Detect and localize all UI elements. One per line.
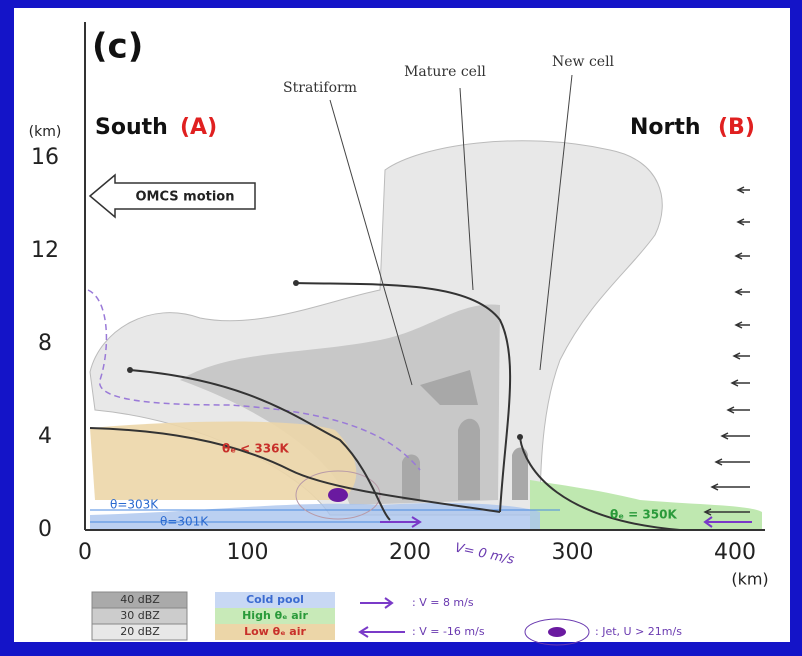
low-theta-air [90,422,356,501]
y-tick-label: 4 [38,424,52,449]
legend-label: 40 dBZ [120,593,160,606]
region-tag: (A) [180,115,217,140]
annotation: θₑ = 350K [610,508,677,522]
panel-label: (c) [92,27,143,67]
legend-label: : Jet, U > 21m/s [595,625,682,638]
x-unit: (km) [731,570,768,589]
legend-label: Low θₑ air [244,625,306,638]
y-tick-label: 16 [31,145,59,170]
y-tick-label: 8 [38,331,52,356]
legend-label: Cold pool [246,593,304,606]
jet-core [328,488,348,502]
callout: Stratiform [283,80,357,96]
legend-label: : V = 8 m/s [412,596,474,609]
x-tick-label: 400 [714,540,756,565]
y-tick-label: 12 [31,238,59,263]
annotation: θ=301K [160,515,209,529]
x-tick-label: 0 [78,540,92,565]
x-tick-label: 100 [227,540,269,565]
legend-label: 20 dBZ [120,625,160,638]
annotation: θₑ < 336K [222,442,289,456]
region-label: North [630,115,701,140]
callout: New cell [552,54,615,70]
y-unit: (km) [29,124,62,140]
x-tick-label: 200 [389,540,431,565]
motion-label: OMCS motion [136,190,235,205]
region-label: South [95,115,168,140]
legend-label: 30 dBZ [120,609,160,622]
region-tag: (B) [718,115,755,140]
callout: Mature cell [404,64,486,80]
figure: (c) (km) (km) South (A) North (B) OMCS m… [0,0,802,656]
legend-label: : V = -16 m/s [412,625,485,638]
y-tick-label: 0 [38,517,52,542]
annotation: θ=303K [110,498,159,512]
x-tick-label: 300 [552,540,594,565]
legend-label: High θₑ air [242,609,308,622]
page: {"panel_label":"(c)", "y_axis":{"unit":"… [0,0,802,656]
